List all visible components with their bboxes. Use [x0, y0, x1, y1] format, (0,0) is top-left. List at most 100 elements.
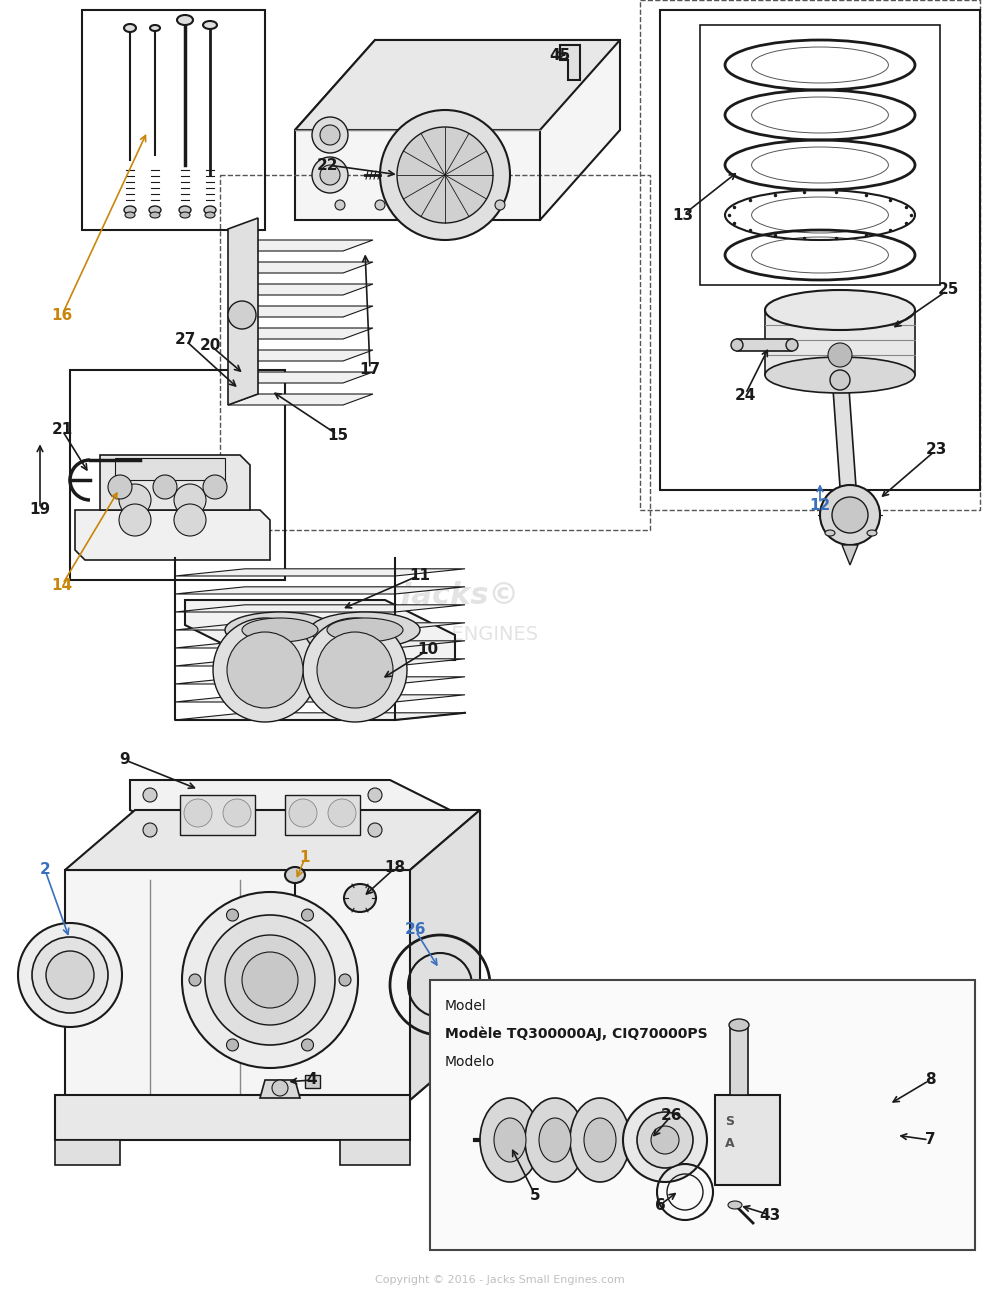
- Bar: [700, 25, 940, 285]
- Polygon shape: [260, 1080, 300, 1098]
- Polygon shape: [295, 40, 620, 130]
- Ellipse shape: [150, 25, 160, 31]
- Text: Modelo: Modelo: [445, 1055, 495, 1068]
- Polygon shape: [175, 659, 465, 666]
- Polygon shape: [65, 809, 480, 1099]
- Text: 8: 8: [925, 1072, 935, 1088]
- Circle shape: [46, 951, 94, 998]
- Ellipse shape: [327, 618, 403, 642]
- Text: 22: 22: [317, 158, 338, 172]
- Text: 25: 25: [937, 282, 959, 298]
- Text: 14: 14: [51, 578, 72, 593]
- Circle shape: [153, 475, 177, 499]
- Circle shape: [301, 1039, 313, 1052]
- Text: 16: 16: [51, 307, 73, 322]
- Text: S: S: [725, 1115, 734, 1128]
- Text: 4: 4: [306, 1072, 317, 1088]
- Polygon shape: [228, 328, 373, 339]
- Text: 24: 24: [735, 387, 756, 403]
- Circle shape: [18, 923, 122, 1027]
- Text: 9: 9: [120, 752, 130, 768]
- Ellipse shape: [179, 206, 191, 214]
- Polygon shape: [295, 40, 620, 220]
- Text: 27: 27: [174, 333, 195, 347]
- Polygon shape: [737, 339, 792, 351]
- Ellipse shape: [213, 618, 317, 723]
- Ellipse shape: [242, 618, 318, 642]
- Circle shape: [203, 475, 227, 499]
- Ellipse shape: [765, 290, 915, 330]
- Circle shape: [830, 370, 850, 390]
- Ellipse shape: [124, 25, 136, 32]
- Text: SMALL ENGINES: SMALL ENGINES: [381, 625, 539, 645]
- Polygon shape: [175, 677, 465, 684]
- Text: 12: 12: [810, 497, 831, 513]
- Polygon shape: [175, 605, 465, 613]
- Ellipse shape: [204, 206, 216, 214]
- Polygon shape: [228, 284, 373, 295]
- Text: 43: 43: [760, 1207, 781, 1222]
- Text: 6: 6: [655, 1198, 666, 1212]
- Text: Copyright © 2016 - Jacks Small Engines.com: Copyright © 2016 - Jacks Small Engines.c…: [375, 1276, 625, 1285]
- Circle shape: [820, 486, 880, 545]
- Ellipse shape: [310, 613, 420, 648]
- Circle shape: [368, 824, 382, 837]
- Polygon shape: [340, 1140, 410, 1166]
- Circle shape: [223, 799, 251, 828]
- Circle shape: [380, 110, 510, 240]
- Circle shape: [312, 157, 348, 193]
- Circle shape: [289, 799, 317, 828]
- Ellipse shape: [177, 16, 193, 25]
- Circle shape: [312, 117, 348, 153]
- Polygon shape: [228, 218, 258, 405]
- Polygon shape: [228, 350, 373, 361]
- Ellipse shape: [205, 212, 215, 218]
- Bar: [220, 175, 650, 530]
- Polygon shape: [305, 1075, 320, 1088]
- Ellipse shape: [731, 339, 743, 351]
- Circle shape: [119, 504, 151, 536]
- Text: 45: 45: [550, 48, 571, 62]
- Ellipse shape: [124, 206, 136, 214]
- Ellipse shape: [828, 343, 852, 366]
- Bar: [730, 1026, 748, 1096]
- Text: 26: 26: [404, 922, 425, 938]
- Polygon shape: [130, 780, 460, 846]
- Circle shape: [174, 504, 206, 536]
- Polygon shape: [75, 510, 270, 559]
- Circle shape: [301, 909, 313, 921]
- Circle shape: [108, 475, 132, 499]
- Text: 5: 5: [530, 1188, 541, 1203]
- Polygon shape: [175, 695, 465, 702]
- Text: 19: 19: [29, 502, 51, 518]
- Ellipse shape: [570, 1098, 630, 1182]
- Polygon shape: [228, 372, 373, 383]
- Ellipse shape: [150, 212, 160, 218]
- Polygon shape: [175, 712, 465, 720]
- Polygon shape: [285, 795, 360, 835]
- Text: 26: 26: [662, 1107, 683, 1123]
- Ellipse shape: [729, 1019, 749, 1031]
- Circle shape: [32, 938, 108, 1013]
- Polygon shape: [765, 310, 915, 376]
- Circle shape: [328, 799, 356, 828]
- Text: 20: 20: [199, 338, 220, 352]
- Ellipse shape: [225, 613, 335, 648]
- Circle shape: [455, 199, 465, 210]
- Polygon shape: [65, 809, 480, 870]
- Circle shape: [174, 484, 206, 515]
- Bar: [660, 10, 980, 490]
- Text: 1: 1: [299, 851, 310, 865]
- Circle shape: [184, 799, 212, 828]
- Bar: [430, 980, 975, 1250]
- Text: 10: 10: [417, 642, 438, 658]
- Polygon shape: [715, 1096, 780, 1185]
- Ellipse shape: [480, 1098, 540, 1182]
- Circle shape: [182, 892, 358, 1068]
- Text: Model: Model: [445, 998, 486, 1013]
- Polygon shape: [560, 45, 580, 80]
- Text: 13: 13: [673, 207, 694, 223]
- Circle shape: [397, 127, 493, 223]
- Text: 23: 23: [925, 443, 947, 457]
- Polygon shape: [55, 1096, 410, 1140]
